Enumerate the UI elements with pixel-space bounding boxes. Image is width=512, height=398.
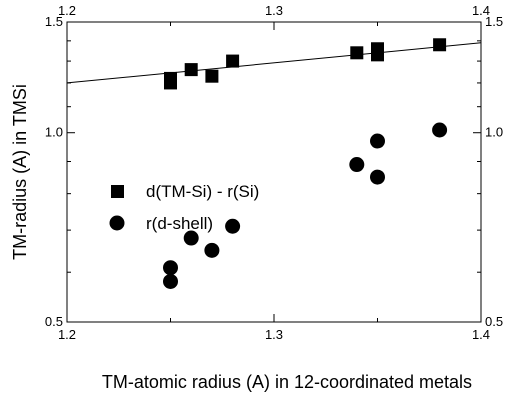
- right-axis-tick-label: 0.5: [485, 314, 503, 329]
- data-point-series-0-square: [205, 69, 219, 83]
- axis-ticks: [66, 21, 482, 323]
- legend-label-squares: d(TM-Si) - r(Si): [146, 182, 259, 201]
- data-point-series-0-square: [164, 71, 177, 85]
- x-axis-title: TM-atomic radius (A) in 12-coordinated m…: [102, 372, 472, 392]
- x-tick-label: 1.2: [58, 327, 76, 342]
- data-point-series-1-circle: [183, 230, 199, 246]
- x-tick-label: 1.4: [472, 327, 490, 342]
- data-point-series-1-circle: [370, 133, 385, 149]
- data-points: [163, 38, 448, 289]
- data-point-series-0-square: [184, 63, 198, 77]
- legend: d(TM-Si) - r(Si) r(d-shell): [109, 182, 259, 233]
- data-point-series-1-circle: [432, 122, 448, 138]
- data-point-series-1-circle: [204, 242, 220, 258]
- right-axis-tick-label: 1.0: [485, 125, 503, 140]
- y-tick-label: 1.5: [45, 14, 63, 29]
- y-tick-label: 0.5: [45, 314, 63, 329]
- tick-labels: 1.2 1.3 1.41.2 1.3 1.40.51.01.50.51.01.5: [45, 3, 503, 342]
- legend-square-marker: [111, 185, 124, 198]
- data-point-series-1-circle: [370, 169, 385, 185]
- data-point-series-0-square: [226, 54, 240, 68]
- data-point-series-1-circle: [225, 218, 241, 234]
- top-axis-tick-label: 1.4: [472, 3, 490, 18]
- legend-circle-marker: [109, 215, 125, 231]
- data-point-series-1-circle: [163, 273, 178, 289]
- data-point-series-0-square: [371, 42, 384, 56]
- y-axis-title: TM-radius (A) in TMSi: [10, 84, 30, 260]
- data-point-series-0-square: [433, 38, 447, 52]
- x-tick-label: 1.3: [265, 327, 283, 342]
- fit-line-group: [66, 42, 482, 84]
- right-axis-tick-label: 1.5: [485, 14, 503, 29]
- data-point-series-1-circle: [163, 260, 178, 276]
- y-tick-label: 1.0: [45, 125, 63, 140]
- fit-line: [66, 42, 482, 84]
- data-point-series-0-square: [350, 46, 364, 60]
- top-axis-tick-label: 1.2: [58, 3, 76, 18]
- data-point-series-1-circle: [349, 157, 365, 173]
- legend-label-circles: r(d-shell): [146, 214, 213, 233]
- plot-frame: [66, 21, 482, 323]
- top-axis-tick-label: 1.3: [265, 3, 283, 18]
